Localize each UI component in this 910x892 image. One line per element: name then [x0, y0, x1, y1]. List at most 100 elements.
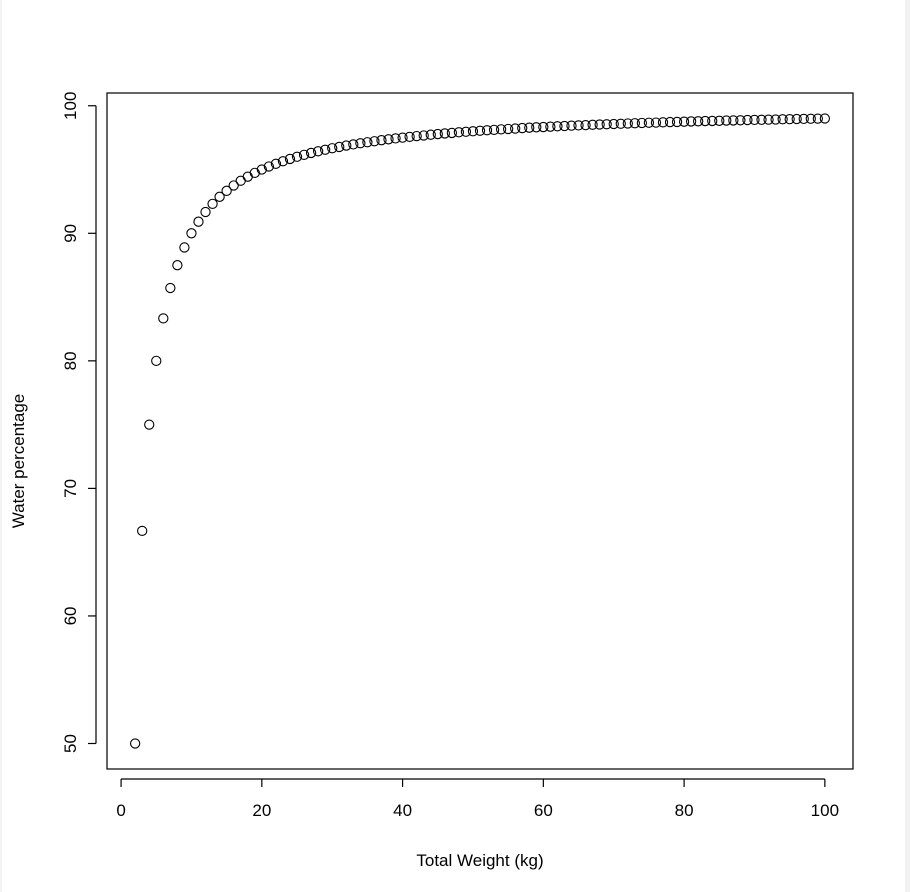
data-point	[341, 140, 352, 151]
data-point	[397, 132, 408, 143]
data-point	[320, 144, 331, 155]
data-point	[298, 149, 310, 161]
data-point	[334, 141, 345, 153]
data-point	[812, 113, 823, 124]
data-point	[390, 133, 401, 144]
x-tick-label: 40	[393, 801, 412, 820]
data-point	[742, 114, 753, 126]
data-point	[749, 114, 760, 126]
data-point	[277, 156, 289, 167]
data-point	[594, 119, 605, 130]
data-point	[249, 167, 260, 178]
data-point	[819, 113, 830, 124]
data-point	[467, 126, 479, 137]
data-point	[165, 282, 176, 294]
data-point	[137, 525, 148, 537]
data-point	[207, 198, 218, 209]
data-point	[777, 114, 788, 125]
data-point	[355, 138, 366, 149]
data-point	[172, 260, 183, 271]
data-point	[538, 121, 549, 133]
y-axis: 50 60 70 80 90 100	[61, 92, 97, 753]
data-point	[580, 119, 591, 131]
data-point	[791, 113, 802, 125]
data-point	[664, 116, 676, 128]
x-tick-label: 0	[116, 801, 125, 820]
data-point	[770, 114, 781, 125]
data-point	[714, 115, 725, 126]
data-point	[559, 120, 570, 132]
data-point	[615, 118, 626, 129]
data-point	[481, 125, 493, 136]
data-point	[643, 117, 655, 128]
data-point	[503, 123, 514, 135]
data-point	[707, 115, 718, 127]
data-point	[735, 115, 746, 126]
data-point	[798, 113, 809, 125]
data-points	[130, 113, 830, 749]
y-tick-label: 50	[61, 734, 80, 753]
y-axis-label: Water percentage	[9, 394, 28, 529]
x-tick-label: 80	[675, 801, 694, 820]
data-point	[510, 123, 521, 134]
x-axis-label: Total Weight (kg)	[416, 851, 543, 870]
data-point	[284, 153, 296, 165]
data-point	[144, 419, 155, 430]
data-point	[425, 129, 436, 140]
data-point	[270, 158, 282, 169]
data-point	[573, 120, 584, 131]
data-point	[763, 114, 774, 125]
data-point	[312, 146, 324, 157]
data-point	[650, 117, 662, 128]
y-tick-label: 60	[61, 606, 80, 625]
data-point	[362, 137, 373, 148]
data-point	[432, 128, 443, 140]
y-tick-label: 80	[61, 351, 80, 370]
data-point	[552, 121, 563, 132]
data-point	[671, 116, 683, 128]
data-point	[728, 115, 739, 126]
data-point	[193, 216, 204, 227]
data-point	[242, 171, 253, 182]
data-point	[693, 116, 704, 127]
data-point	[531, 122, 542, 133]
y-tick-label: 90	[61, 224, 80, 243]
data-point	[256, 164, 267, 175]
y-tick-label: 100	[61, 92, 80, 120]
data-point	[186, 228, 197, 239]
data-point	[629, 118, 640, 129]
data-point	[721, 115, 732, 126]
data-point	[327, 143, 338, 154]
data-point	[404, 131, 415, 143]
x-tick-label: 20	[252, 801, 271, 820]
data-point	[566, 120, 577, 131]
x-tick-label: 60	[534, 801, 553, 820]
data-point	[524, 122, 535, 133]
data-point	[460, 126, 472, 137]
data-point	[221, 185, 232, 196]
data-point	[383, 134, 394, 145]
data-point	[453, 127, 465, 138]
data-point	[158, 313, 169, 324]
x-tick-label: 100	[811, 801, 839, 820]
data-point	[657, 117, 669, 128]
data-point	[756, 114, 767, 125]
data-point	[587, 119, 598, 130]
data-point	[545, 121, 556, 132]
data-point	[608, 118, 619, 130]
data-point	[179, 242, 190, 253]
data-point	[411, 130, 422, 142]
data-point	[151, 355, 162, 366]
data-point	[214, 191, 225, 202]
plot-area-frame	[106, 92, 854, 770]
data-point	[495, 124, 507, 135]
data-point	[200, 206, 211, 218]
data-point	[263, 161, 275, 172]
data-point	[235, 175, 246, 186]
x-axis: 0 20 40 60 80 100	[116, 778, 839, 820]
data-point	[784, 113, 795, 125]
data-point	[700, 115, 711, 127]
data-point	[805, 113, 816, 124]
